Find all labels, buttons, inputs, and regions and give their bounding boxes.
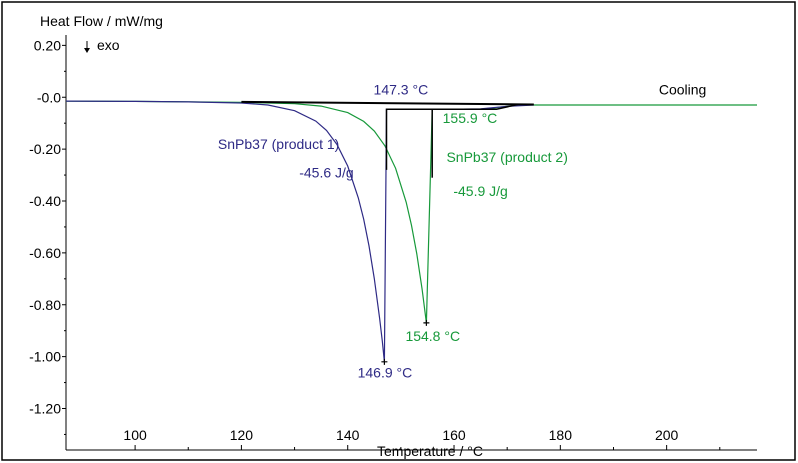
x-tick-label: 180: [549, 427, 573, 443]
y-tick-label: -0.60: [29, 245, 61, 261]
y-tick-label: -0.80: [29, 297, 61, 313]
x-tick-label: 140: [336, 427, 360, 443]
annotation-label: Cooling: [659, 82, 706, 98]
series-line-cooling: [241, 100, 534, 106]
annotation-label: -45.9 J/g: [453, 183, 507, 199]
y-axis-label: Heat Flow / mW/mg: [40, 13, 163, 29]
x-tick-label: 100: [123, 427, 147, 443]
exo-indicator: exo: [84, 37, 120, 53]
peak-marker: [381, 358, 388, 365]
annotation-label: 155.9 °C: [443, 110, 498, 126]
annotation-label: 146.9 °C: [358, 364, 413, 380]
annotation-label: SnPb37 (product 1): [218, 136, 339, 152]
y-tick-label: -0.20: [29, 141, 61, 157]
y-tick-label: -0.40: [29, 193, 61, 209]
annotation-label: 154.8 °C: [405, 328, 460, 344]
annotation-label: -45.6 J/g: [299, 165, 353, 181]
annotation-label: SnPb37 (product 2): [446, 149, 567, 165]
exo-label: exo: [97, 37, 120, 53]
peak-marker: [423, 319, 430, 326]
x-tick-label: 120: [230, 427, 254, 443]
x-tick-label: 160: [442, 427, 466, 443]
y-tick-label: -1.20: [29, 401, 61, 417]
x-tick-label: 200: [655, 427, 679, 443]
construction-line: [385, 103, 518, 170]
annotation-label: 147.3 °C: [374, 82, 429, 98]
x-axis-label: Temperature / °C: [377, 443, 483, 459]
y-tick-label: -0.0: [37, 89, 61, 105]
y-tick-label: 0.20: [34, 37, 61, 53]
y-tick-label: -1.00: [29, 349, 61, 365]
exo-arrow-head: [84, 48, 90, 53]
